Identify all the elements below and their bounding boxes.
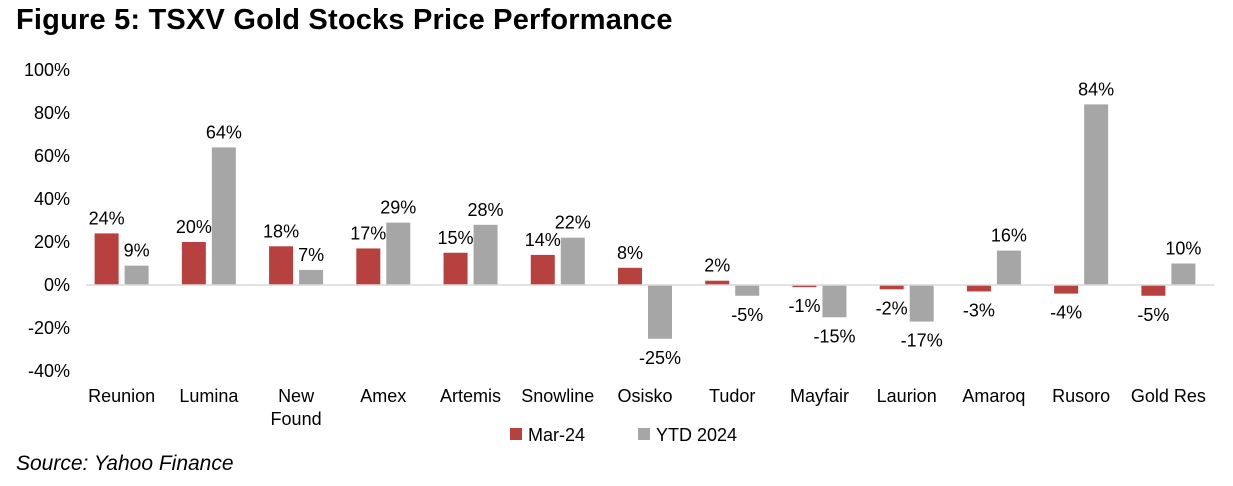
bar-ytd2024 [560,237,585,285]
bar-mar24 [1141,285,1166,296]
data-label: 7% [298,245,324,265]
y-tick-label: 0% [44,275,70,295]
bar-ytd2024 [124,265,149,285]
x-tick-label: Mayfair [790,386,849,406]
data-label: 22% [555,213,591,233]
bar-mar24 [530,254,555,285]
bar-ytd2024 [735,285,760,296]
bar-mar24 [356,248,381,285]
x-tick-label: Snowline [521,386,594,406]
bar-mar24 [443,252,468,285]
legend-label: Mar-24 [528,425,585,445]
x-tick-label: Amaroq [962,386,1025,406]
data-label: 18% [263,221,299,241]
y-tick-label: 100% [24,60,70,80]
value-labels: 24% 9% 20% 64% 18% 7% 17% 29% 15% 28% 14%22% 8% -25%… [89,79,1202,367]
x-axis: Reunion Lumina New Found Amex Artemis Snowline… [88,386,1206,429]
data-label: -5% [1137,305,1169,325]
data-label: -2% [876,298,908,318]
x-tick-label: Reunion [88,386,155,406]
legend-swatch [638,428,650,440]
bar-ytd2024 [386,222,411,285]
bar-mar24 [181,242,206,285]
x-tick-label: Lumina [179,386,239,406]
bar-mar24 [705,280,730,285]
y-tick-label: 20% [34,232,70,252]
data-label: -5% [731,305,763,325]
data-label: 8% [617,243,643,263]
x-tick-label: Found [271,409,322,429]
bar-ytd2024 [822,285,847,318]
x-tick-label: Artemis [440,386,501,406]
x-tick-label: Laurion [877,386,937,406]
data-label: -17% [901,331,943,351]
bar-mar24 [879,285,904,290]
x-tick-label: Tudor [709,386,755,406]
bar-mar24 [966,285,991,292]
bar-ytd2024 [299,269,324,285]
data-label: 28% [468,200,504,220]
bar-group [94,104,1196,339]
legend-swatch [510,428,522,440]
y-axis: -40% -20% 0% 20% 40% 60% 80% 100% [24,60,70,381]
data-label: 24% [89,208,125,228]
x-tick-label: Amex [360,386,406,406]
bar-ytd2024 [1171,263,1196,285]
data-label: 84% [1078,79,1114,99]
data-label: 17% [350,223,386,243]
data-label: -15% [813,326,855,346]
bar-ytd2024 [473,224,498,285]
x-tick-label: Gold Res [1131,386,1206,406]
bar-mar24 [1054,285,1079,294]
source-note: Source: Yahoo Finance [16,452,234,475]
y-tick-label: -40% [28,361,70,381]
legend: Mar-24 YTD 2024 [510,425,737,445]
data-label: -3% [963,300,995,320]
bar-ytd2024 [648,285,672,339]
data-label: -4% [1050,303,1082,323]
data-label: -25% [639,348,681,368]
x-tick-label: New [278,386,315,406]
data-label: 16% [991,226,1027,246]
bar-mar24 [94,233,119,285]
y-tick-label: 40% [34,189,70,209]
data-label: 29% [380,198,416,218]
data-label: 64% [206,122,242,142]
bar-ytd2024 [909,285,934,322]
data-label: 10% [1165,239,1201,259]
bar-ytd2024 [211,147,236,285]
bar-ytd2024 [1084,104,1109,286]
bar-mar24 [792,285,817,288]
data-label: 20% [176,217,212,237]
bar-mar24 [618,267,642,285]
data-label: 9% [124,241,150,261]
y-tick-label: 60% [34,146,70,166]
y-tick-label: -20% [28,318,70,338]
data-label: 14% [525,230,561,250]
y-tick-label: 80% [34,103,70,123]
bar-ytd2024 [996,250,1021,285]
data-label: 2% [704,256,730,276]
legend-label: YTD 2024 [656,425,737,445]
x-tick-label: Osisko [617,386,672,406]
bar-mar24 [269,246,294,285]
figure-title: Figure 5: TSXV Gold Stocks Price Perform… [16,4,673,36]
data-label: -1% [788,296,820,316]
data-label: 15% [438,228,474,248]
x-tick-label: Rusoro [1052,386,1110,406]
